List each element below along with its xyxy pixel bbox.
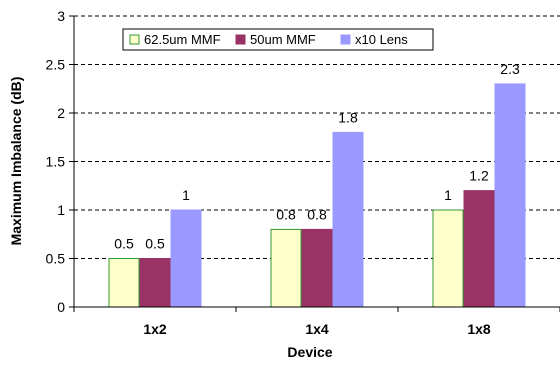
data-labels: 0.5 0.5 1 0.8 0.8 1.8 1 1.2 2.3 xyxy=(114,61,520,252)
bar-62-5um-mmf xyxy=(432,209,464,308)
y-tick-label: 2 xyxy=(57,105,65,121)
x-tick-label: 1x2 xyxy=(143,321,167,337)
data-label: 0.5 xyxy=(114,236,134,252)
bar-50um-mmf xyxy=(139,258,171,308)
data-label: 1 xyxy=(182,187,190,203)
legend-swatch xyxy=(340,34,351,45)
data-label: 2.3 xyxy=(500,61,520,77)
bar-x10-lens xyxy=(170,209,202,308)
data-label: 0.5 xyxy=(145,236,165,252)
y-tick-label: 0.5 xyxy=(46,251,66,267)
x-axis-title: Device xyxy=(287,344,332,360)
data-label: 1.8 xyxy=(338,109,358,125)
y-tick-label: 0 xyxy=(57,299,65,315)
x-tick-labels: 1x2 1x4 1x8 xyxy=(143,321,491,337)
data-label: 0.8 xyxy=(307,206,327,222)
y-axis-title: Maximum Imbalance (dB) xyxy=(8,77,24,246)
legend-box xyxy=(122,28,434,51)
data-label: 1 xyxy=(444,187,452,203)
x-tick-label: 1x4 xyxy=(305,321,329,337)
legend-swatch xyxy=(129,34,140,45)
bar-x10-lens xyxy=(332,131,364,308)
legend-label: x10 Lens xyxy=(355,32,408,47)
y-tick-label: 2.5 xyxy=(46,57,66,73)
data-label: 0.8 xyxy=(276,206,296,222)
axes xyxy=(69,15,560,312)
data-label: 1.2 xyxy=(469,168,489,184)
bar-50um-mmf xyxy=(463,190,495,308)
bar-62-5um-mmf xyxy=(270,228,302,308)
bar-62-5um-mmf xyxy=(108,258,140,308)
legend-label: 50um MMF xyxy=(250,32,316,47)
legend-swatch xyxy=(235,34,246,45)
legend: 62.5um MMF 50um MMF x10 Lens xyxy=(122,28,434,51)
y-tick-labels: 0 0.5 1 1.5 2 2.5 3 xyxy=(46,8,66,315)
x-tick-label: 1x8 xyxy=(467,321,491,337)
bars xyxy=(108,83,526,308)
legend-label: 62.5um MMF xyxy=(144,32,221,47)
bar-50um-mmf xyxy=(301,228,333,308)
y-tick-label: 1 xyxy=(57,202,65,218)
bar-x10-lens xyxy=(494,83,526,308)
y-tick-label: 1.5 xyxy=(46,154,66,170)
y-tick-label: 3 xyxy=(57,8,65,24)
